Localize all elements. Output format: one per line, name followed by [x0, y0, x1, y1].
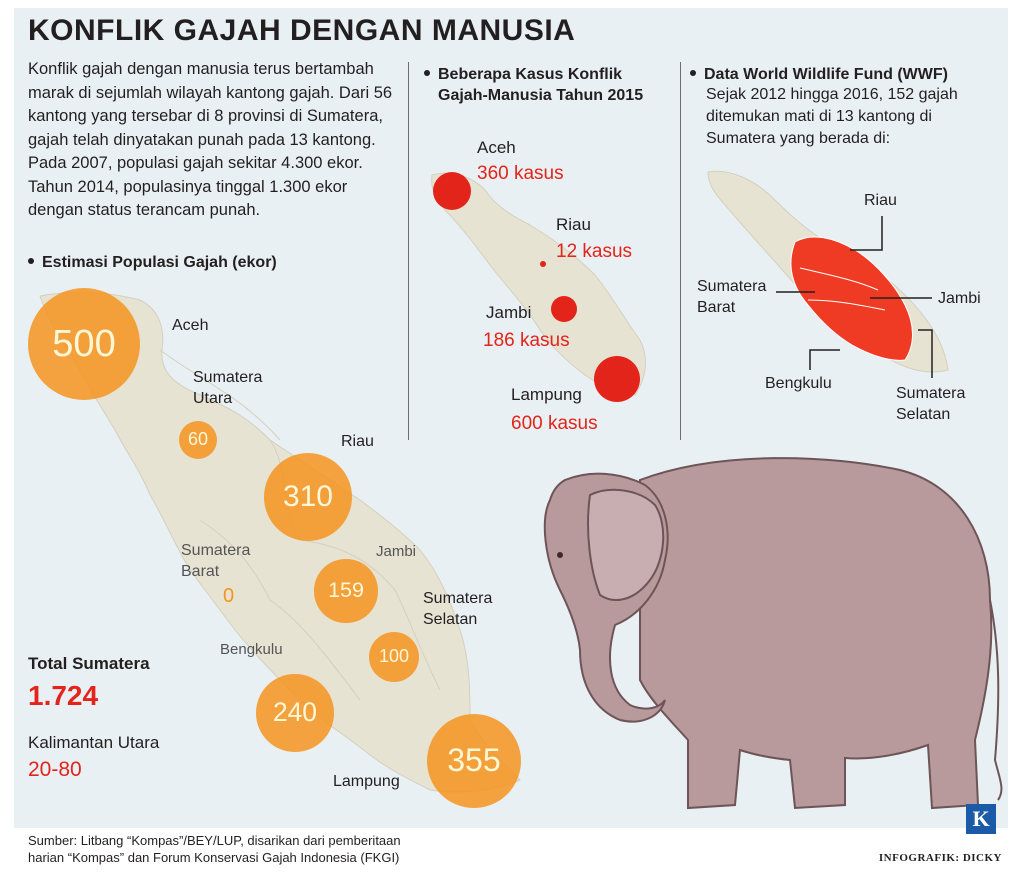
wwf-label-sumbar-1: Sumatera [697, 278, 767, 295]
elephant-ear [587, 488, 665, 601]
total-value: 1.724 [28, 680, 99, 711]
population-bubble: 100 [368, 631, 420, 683]
label-riau: Riau [341, 433, 374, 450]
divider [408, 62, 409, 440]
bullet-icon [424, 69, 430, 76]
case-label-jambi: Jambi [486, 303, 532, 322]
label-sumut-2: Utara [193, 390, 233, 407]
population-heading: Estimasi Populasi Gajah (ekor) [28, 252, 277, 273]
case-value-jambi: 186 kasus [483, 330, 570, 351]
elephant-tail [989, 599, 1003, 801]
source-note: Sumber: Litbang “Kompas”/BEY/LUP, disari… [28, 833, 401, 865]
divider [680, 62, 681, 440]
case-circle-riau [540, 261, 546, 267]
elephant-body [639, 457, 993, 810]
leader-line-riau [850, 216, 883, 251]
population-bubble: 310 [263, 452, 353, 542]
population-bubble: 60 [178, 420, 218, 460]
label-sumbar-2: Barat [181, 563, 220, 580]
population-bubble: 159 [314, 559, 378, 623]
case-circle-jambi [551, 296, 577, 322]
wwf-label-bengkulu: Bengkulu [765, 375, 832, 392]
wwf-label-sumsel-2: Selatan [896, 406, 951, 423]
case-circle-aceh [433, 172, 471, 210]
value-sumbar: 0 [223, 585, 235, 607]
population-bubble: 500 [28, 288, 140, 400]
population-bubble: 355 [426, 713, 522, 809]
case-label-aceh: Aceh [477, 138, 516, 157]
wwf-heading: Data World Wildlife Fund (WWF) [690, 64, 948, 85]
bullet-icon [690, 69, 696, 76]
case-label-riau: Riau [556, 215, 591, 234]
label-lampung: Lampung [333, 773, 400, 790]
kalimantan-label: Kalimantan Utara [28, 733, 160, 752]
wwf-label-sumsel-1: Sumatera [896, 385, 966, 402]
label-aceh: Aceh [172, 317, 209, 334]
kalimantan-value: 20-80 [28, 758, 82, 781]
conflict-heading: Beberapa Kasus Konflik Gajah-Manusia Tahu… [424, 64, 643, 106]
case-value-aceh: 360 kasus [477, 163, 564, 184]
case-value-lampung: 600 kasus [511, 413, 598, 434]
credit: INFOGRAFIK: DICKY [878, 852, 1002, 864]
population-bubble: 240 [256, 674, 334, 752]
province-borders [799, 267, 886, 311]
wwf-label-riau: Riau [864, 192, 897, 209]
page-title: KONFLIK GAJAH DENGAN MANUSIA [28, 14, 576, 47]
label-sumut-1: Sumatera [193, 369, 263, 386]
label-sumbar-1: Sumatera [181, 542, 251, 559]
bullet-icon [28, 257, 34, 264]
case-value-riau: 12 kasus [556, 241, 633, 262]
wwf-label-jambi: Jambi [938, 290, 981, 307]
intro-paragraph: Konflik gajah dengan manusia terus berta… [28, 60, 393, 219]
case-label-lampung: Lampung [511, 385, 582, 404]
leader-line-sumsel [918, 329, 933, 378]
label-jambi: Jambi [376, 543, 417, 560]
label-sumsel-2: Selatan [423, 611, 478, 628]
kompas-logo: K [966, 804, 996, 834]
total-label: Total Sumatera [28, 654, 150, 673]
wwf-text: Sejak 2012 hingga 2016, 152 gajah ditemu… [706, 86, 958, 147]
label-sumsel-1: Sumatera [423, 590, 493, 607]
leader-line-bengkulu [809, 349, 840, 370]
case-circle-lampung [594, 356, 640, 402]
elephant-eye [557, 552, 563, 558]
label-bengkulu: Bengkulu [220, 641, 283, 658]
sumatra-island [431, 172, 646, 396]
wwf-label-sumbar-2: Barat [697, 299, 736, 316]
